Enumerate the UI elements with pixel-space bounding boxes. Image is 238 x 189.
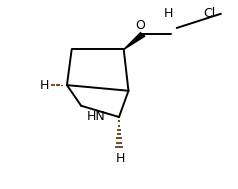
Text: H: H <box>164 7 173 20</box>
Text: Cl: Cl <box>203 7 215 20</box>
Text: O: O <box>135 19 145 32</box>
Polygon shape <box>124 33 145 50</box>
Text: H: H <box>115 152 125 165</box>
Text: H: H <box>40 79 49 92</box>
Text: HN: HN <box>87 110 106 123</box>
